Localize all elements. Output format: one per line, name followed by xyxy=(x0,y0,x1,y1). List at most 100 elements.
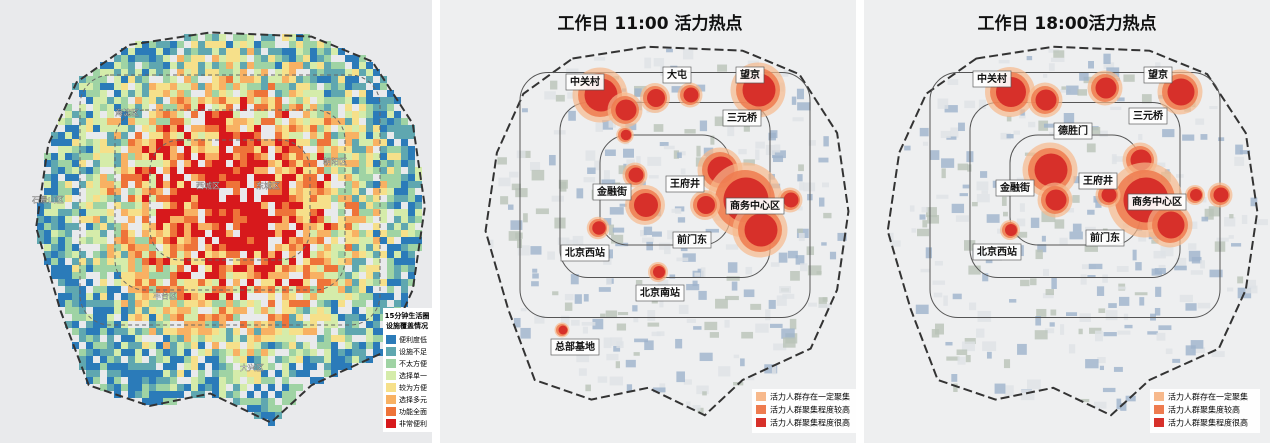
land-use-patch xyxy=(1050,57,1065,63)
coverage-cell xyxy=(219,97,226,104)
coverage-cell xyxy=(177,181,184,188)
land-use-patch xyxy=(1103,332,1117,337)
coverage-cell xyxy=(65,132,72,139)
coverage-cell xyxy=(135,356,142,363)
coverage-cell xyxy=(93,342,100,349)
coverage-cell xyxy=(149,90,156,97)
coverage-cell xyxy=(240,41,247,48)
land-use-patch xyxy=(1190,270,1203,275)
coverage-cell xyxy=(219,272,226,279)
coverage-cell xyxy=(247,265,254,272)
coverage-cell xyxy=(156,251,163,258)
coverage-cell xyxy=(65,300,72,307)
coverage-cell xyxy=(156,69,163,76)
coverage-cell xyxy=(100,76,107,83)
coverage-cell xyxy=(121,62,128,69)
coverage-cell xyxy=(247,370,254,377)
coverage-cell xyxy=(303,237,310,244)
coverage-cell xyxy=(184,132,191,139)
coverage-cell xyxy=(51,139,58,146)
coverage-cell xyxy=(51,223,58,230)
coverage-cell xyxy=(219,181,226,188)
coverage-cell xyxy=(261,62,268,69)
city-boundary xyxy=(886,45,1259,417)
coverage-cell xyxy=(275,132,282,139)
coverage-cell xyxy=(324,363,331,370)
coverage-cell xyxy=(261,209,268,216)
land-use-patch xyxy=(1147,331,1158,335)
land-use-patch xyxy=(743,159,755,166)
district-label: 西城区 xyxy=(196,182,220,191)
coverage-cell xyxy=(128,391,135,398)
land-use-patch xyxy=(626,384,633,392)
coverage-cell xyxy=(345,69,352,76)
land-use-patch xyxy=(653,58,665,67)
land-use-patch xyxy=(616,341,624,349)
coverage-cell xyxy=(247,398,254,405)
land-use-patch xyxy=(515,188,528,198)
coverage-cell xyxy=(156,125,163,132)
coverage-cell xyxy=(296,76,303,83)
legend-label: 活力人群聚集程度很高 xyxy=(770,418,850,428)
coverage-cell xyxy=(338,363,345,370)
coverage-cell xyxy=(198,363,205,370)
coverage-cell xyxy=(191,41,198,48)
coverage-cell xyxy=(121,181,128,188)
coverage-cell xyxy=(359,202,366,209)
coverage-cell xyxy=(212,279,219,286)
coverage-cell xyxy=(247,342,254,349)
land-use-patch xyxy=(943,295,948,306)
coverage-cell xyxy=(37,202,44,209)
coverage-cell xyxy=(170,202,177,209)
coverage-cell xyxy=(247,125,254,132)
land-use-patch xyxy=(521,108,528,113)
coverage-cell xyxy=(352,244,359,251)
land-use-patch xyxy=(1141,94,1152,104)
coverage-cell xyxy=(226,111,233,118)
coverage-cell xyxy=(135,342,142,349)
coverage-cell xyxy=(338,251,345,258)
coverage-cell xyxy=(163,335,170,342)
coverage-cell xyxy=(128,279,135,286)
land-use-patch xyxy=(1050,309,1057,316)
coverage-cell xyxy=(163,237,170,244)
coverage-cell xyxy=(226,314,233,321)
coverage-cell xyxy=(289,279,296,286)
coverage-cell xyxy=(86,258,93,265)
legend-label: 非常便利 xyxy=(399,419,427,428)
coverage-cell xyxy=(352,223,359,230)
coverage-cell xyxy=(212,342,219,349)
coverage-cell xyxy=(191,223,198,230)
coverage-cell xyxy=(149,139,156,146)
coverage-cell xyxy=(100,279,107,286)
land-use-patch xyxy=(1174,265,1187,271)
coverage-cell xyxy=(282,125,289,132)
coverage-cell xyxy=(184,307,191,314)
coverage-cell xyxy=(289,314,296,321)
coverage-cell xyxy=(135,377,142,384)
land-use-patch xyxy=(1234,156,1245,166)
coverage-cell xyxy=(93,265,100,272)
coverage-cell xyxy=(142,230,149,237)
land-use-patch xyxy=(1042,293,1054,299)
coverage-cell xyxy=(331,62,338,69)
coverage-cell xyxy=(324,223,331,230)
coverage-cell xyxy=(205,195,212,202)
coverage-cell xyxy=(191,314,198,321)
coverage-cell xyxy=(184,384,191,391)
coverage-cell xyxy=(303,370,310,377)
coverage-cell xyxy=(121,76,128,83)
land-use-patch xyxy=(1087,209,1095,215)
coverage-cell xyxy=(51,258,58,265)
hotspot xyxy=(1034,153,1068,187)
coverage-cell xyxy=(121,272,128,279)
coverage-cell xyxy=(184,216,191,223)
coverage-cell xyxy=(240,90,247,97)
coverage-cell xyxy=(359,293,366,300)
coverage-cell xyxy=(100,139,107,146)
coverage-cell xyxy=(219,230,226,237)
coverage-cell xyxy=(380,181,387,188)
coverage-cell xyxy=(310,272,317,279)
coverage-cell xyxy=(163,41,170,48)
